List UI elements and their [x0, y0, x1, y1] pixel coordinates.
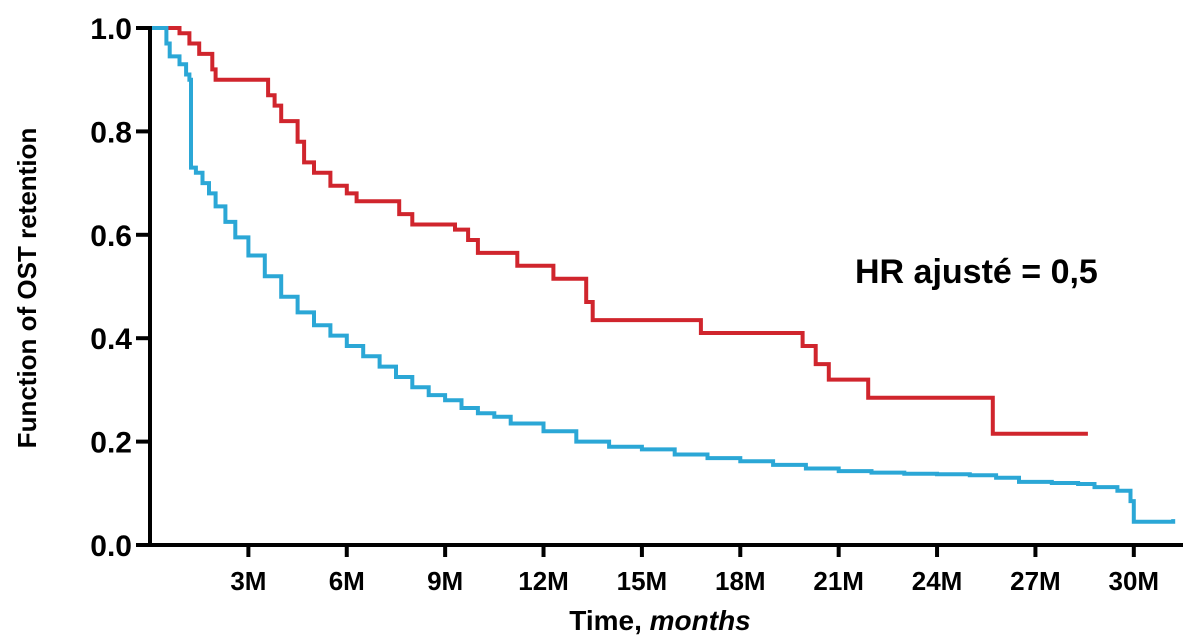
y-tick-label: 1.0: [90, 13, 132, 46]
x-tick-label: 9M: [427, 566, 463, 596]
x-tick-label: 18M: [715, 566, 766, 596]
hazard-ratio-annotation: HR ajusté = 0,5: [855, 253, 1098, 291]
x-axis-title-unit: months: [650, 605, 751, 636]
y-tick-label: 0.0: [90, 530, 132, 563]
y-tick-label: 0.4: [90, 323, 132, 356]
y-axis: 0.0 0.2 0.4 0.6 0.8 1.0: [90, 13, 152, 563]
y-tick-label: 0.6: [90, 220, 132, 253]
y-axis-title: Function of OST retention: [12, 128, 42, 449]
curve-series-1: [150, 26, 1088, 436]
x-tick-label: 3M: [230, 566, 266, 596]
y-tick-label: 0.8: [90, 116, 132, 149]
x-tick-label: 6M: [329, 566, 365, 596]
x-tick-label: 27M: [1010, 566, 1061, 596]
x-tick-label: 12M: [518, 566, 569, 596]
x-axis-title: Time, months: [569, 605, 751, 636]
x-tick-label: 21M: [813, 566, 864, 596]
x-tick-label: 30M: [1109, 566, 1160, 596]
curves-layer: [150, 26, 1176, 524]
curve-series-2: [150, 26, 1176, 524]
x-tick-label: 15M: [617, 566, 668, 596]
x-axis: 3M 6M 9M 12M 15M 18M 21M 24M 27M 30M: [148, 543, 1183, 596]
x-axis-title-main: Time,: [569, 605, 649, 636]
x-tick-label: 24M: [912, 566, 963, 596]
y-tick-label: 0.2: [90, 427, 132, 460]
